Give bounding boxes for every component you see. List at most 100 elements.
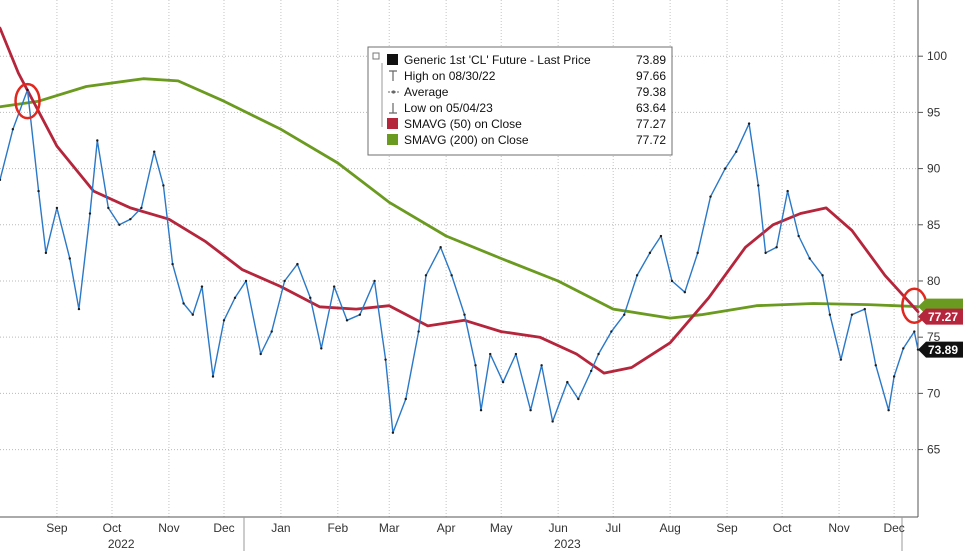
price-point (597, 352, 600, 356)
price-point (37, 189, 40, 193)
legend-value: 77.27 (636, 117, 666, 131)
legend-item: SMAVG (50) on Close 77.27 (387, 117, 666, 131)
price-point (670, 279, 674, 283)
legend-swatch (387, 134, 398, 145)
price-point (26, 88, 29, 92)
axis-lines (0, 0, 919, 551)
x-tick-label: Oct (773, 521, 792, 535)
price-point (648, 251, 652, 255)
legend-item: High on 08/30/22 97.66 (389, 69, 666, 83)
x-tick-label: Jan (271, 521, 290, 535)
legend-swatch (387, 118, 398, 129)
last-value-tags: 77.27 73.89 (918, 298, 963, 358)
y-tick-label: 95 (927, 105, 941, 119)
price-point (463, 313, 466, 316)
price-point (683, 291, 687, 294)
x-tick-label: Jun (548, 521, 567, 535)
collapse-icon (372, 52, 380, 60)
price-point (200, 285, 204, 288)
price-point (96, 139, 99, 142)
price-point (424, 274, 428, 277)
price-point (77, 307, 81, 311)
legend-label: High on 08/30/22 (404, 69, 496, 83)
value-tag: 73.89 (918, 341, 963, 358)
x-tick-label: Feb (327, 521, 348, 535)
legend-box (367, 46, 673, 156)
value-tag-bg (918, 341, 963, 358)
price-point (489, 352, 492, 356)
y-tick-label: 65 (927, 443, 941, 457)
price-point (764, 251, 767, 255)
price-point (828, 313, 832, 316)
price-point (724, 167, 727, 170)
legend-value: 79.38 (636, 85, 666, 99)
grid (0, 0, 918, 517)
price-point (589, 369, 593, 373)
price-point (11, 128, 15, 131)
legend-label: Average (404, 85, 449, 99)
price-point (610, 330, 613, 333)
x-tick-label: Nov (828, 521, 849, 535)
x-tick-label: Dec (883, 521, 904, 535)
legend-value: 63.64 (636, 101, 666, 115)
price-point (786, 189, 789, 193)
price-point (417, 330, 420, 333)
x-tick-label: Sep (716, 521, 738, 535)
price-point (391, 431, 395, 434)
price-point (153, 150, 156, 153)
legend-label: SMAVG (50) on Close (404, 117, 522, 131)
price-point (118, 223, 121, 226)
value-tag: 77.27 (918, 308, 963, 325)
price-point (182, 302, 185, 305)
x-tick-label: Jul (606, 521, 621, 535)
price-point (529, 409, 532, 412)
price-point (283, 279, 286, 283)
price-point (635, 274, 639, 277)
price-point (107, 206, 110, 210)
y-tick-label: 85 (927, 218, 941, 232)
price-point (821, 274, 824, 277)
x-tick-label: Mar (379, 521, 400, 535)
highlight-circle (14, 82, 41, 120)
price-point (222, 319, 226, 322)
price-point (479, 409, 483, 412)
y-tick-label: 100 (927, 49, 947, 63)
price-point (373, 279, 376, 283)
price-point (659, 234, 663, 238)
x-tick-label: Aug (659, 521, 680, 535)
price-point (797, 234, 800, 238)
price-point (566, 380, 569, 384)
legend-label: Low on 05/04/23 (404, 101, 493, 115)
price-point (839, 358, 843, 361)
price-point (501, 380, 505, 384)
value-tag-label: 77.27 (928, 310, 958, 324)
price-point (863, 307, 866, 311)
value-tag-label: 73.89 (928, 343, 958, 357)
legend-item: Low on 05/04/23 63.64 (389, 101, 666, 115)
price-point (259, 352, 262, 356)
price-point (850, 313, 854, 316)
price-point (757, 184, 760, 187)
price-point (0, 178, 2, 182)
price-point (358, 313, 362, 316)
x-tick-label: Apr (437, 521, 456, 535)
price-point (775, 246, 778, 249)
x-tick-label: May (490, 521, 513, 535)
price-point (68, 257, 71, 260)
value-tag-bg (918, 308, 963, 325)
price-point (474, 364, 477, 367)
price-point (309, 296, 312, 300)
y-tick-label: 90 (927, 162, 941, 176)
x-year-label: 2022 (108, 537, 135, 551)
legend-value: 97.66 (636, 69, 666, 83)
price-point (244, 279, 248, 283)
high-marker-icon (389, 70, 397, 81)
low-marker-icon (389, 103, 397, 114)
legend-item: SMAVG (200) on Close 77.72 (387, 133, 666, 147)
legend-item: Generic 1st 'CL' Future - Last Price 73.8… (387, 53, 666, 67)
sma50-line (0, 26, 920, 375)
price-point (320, 347, 323, 350)
price-point (55, 206, 59, 210)
price-point (140, 206, 143, 210)
